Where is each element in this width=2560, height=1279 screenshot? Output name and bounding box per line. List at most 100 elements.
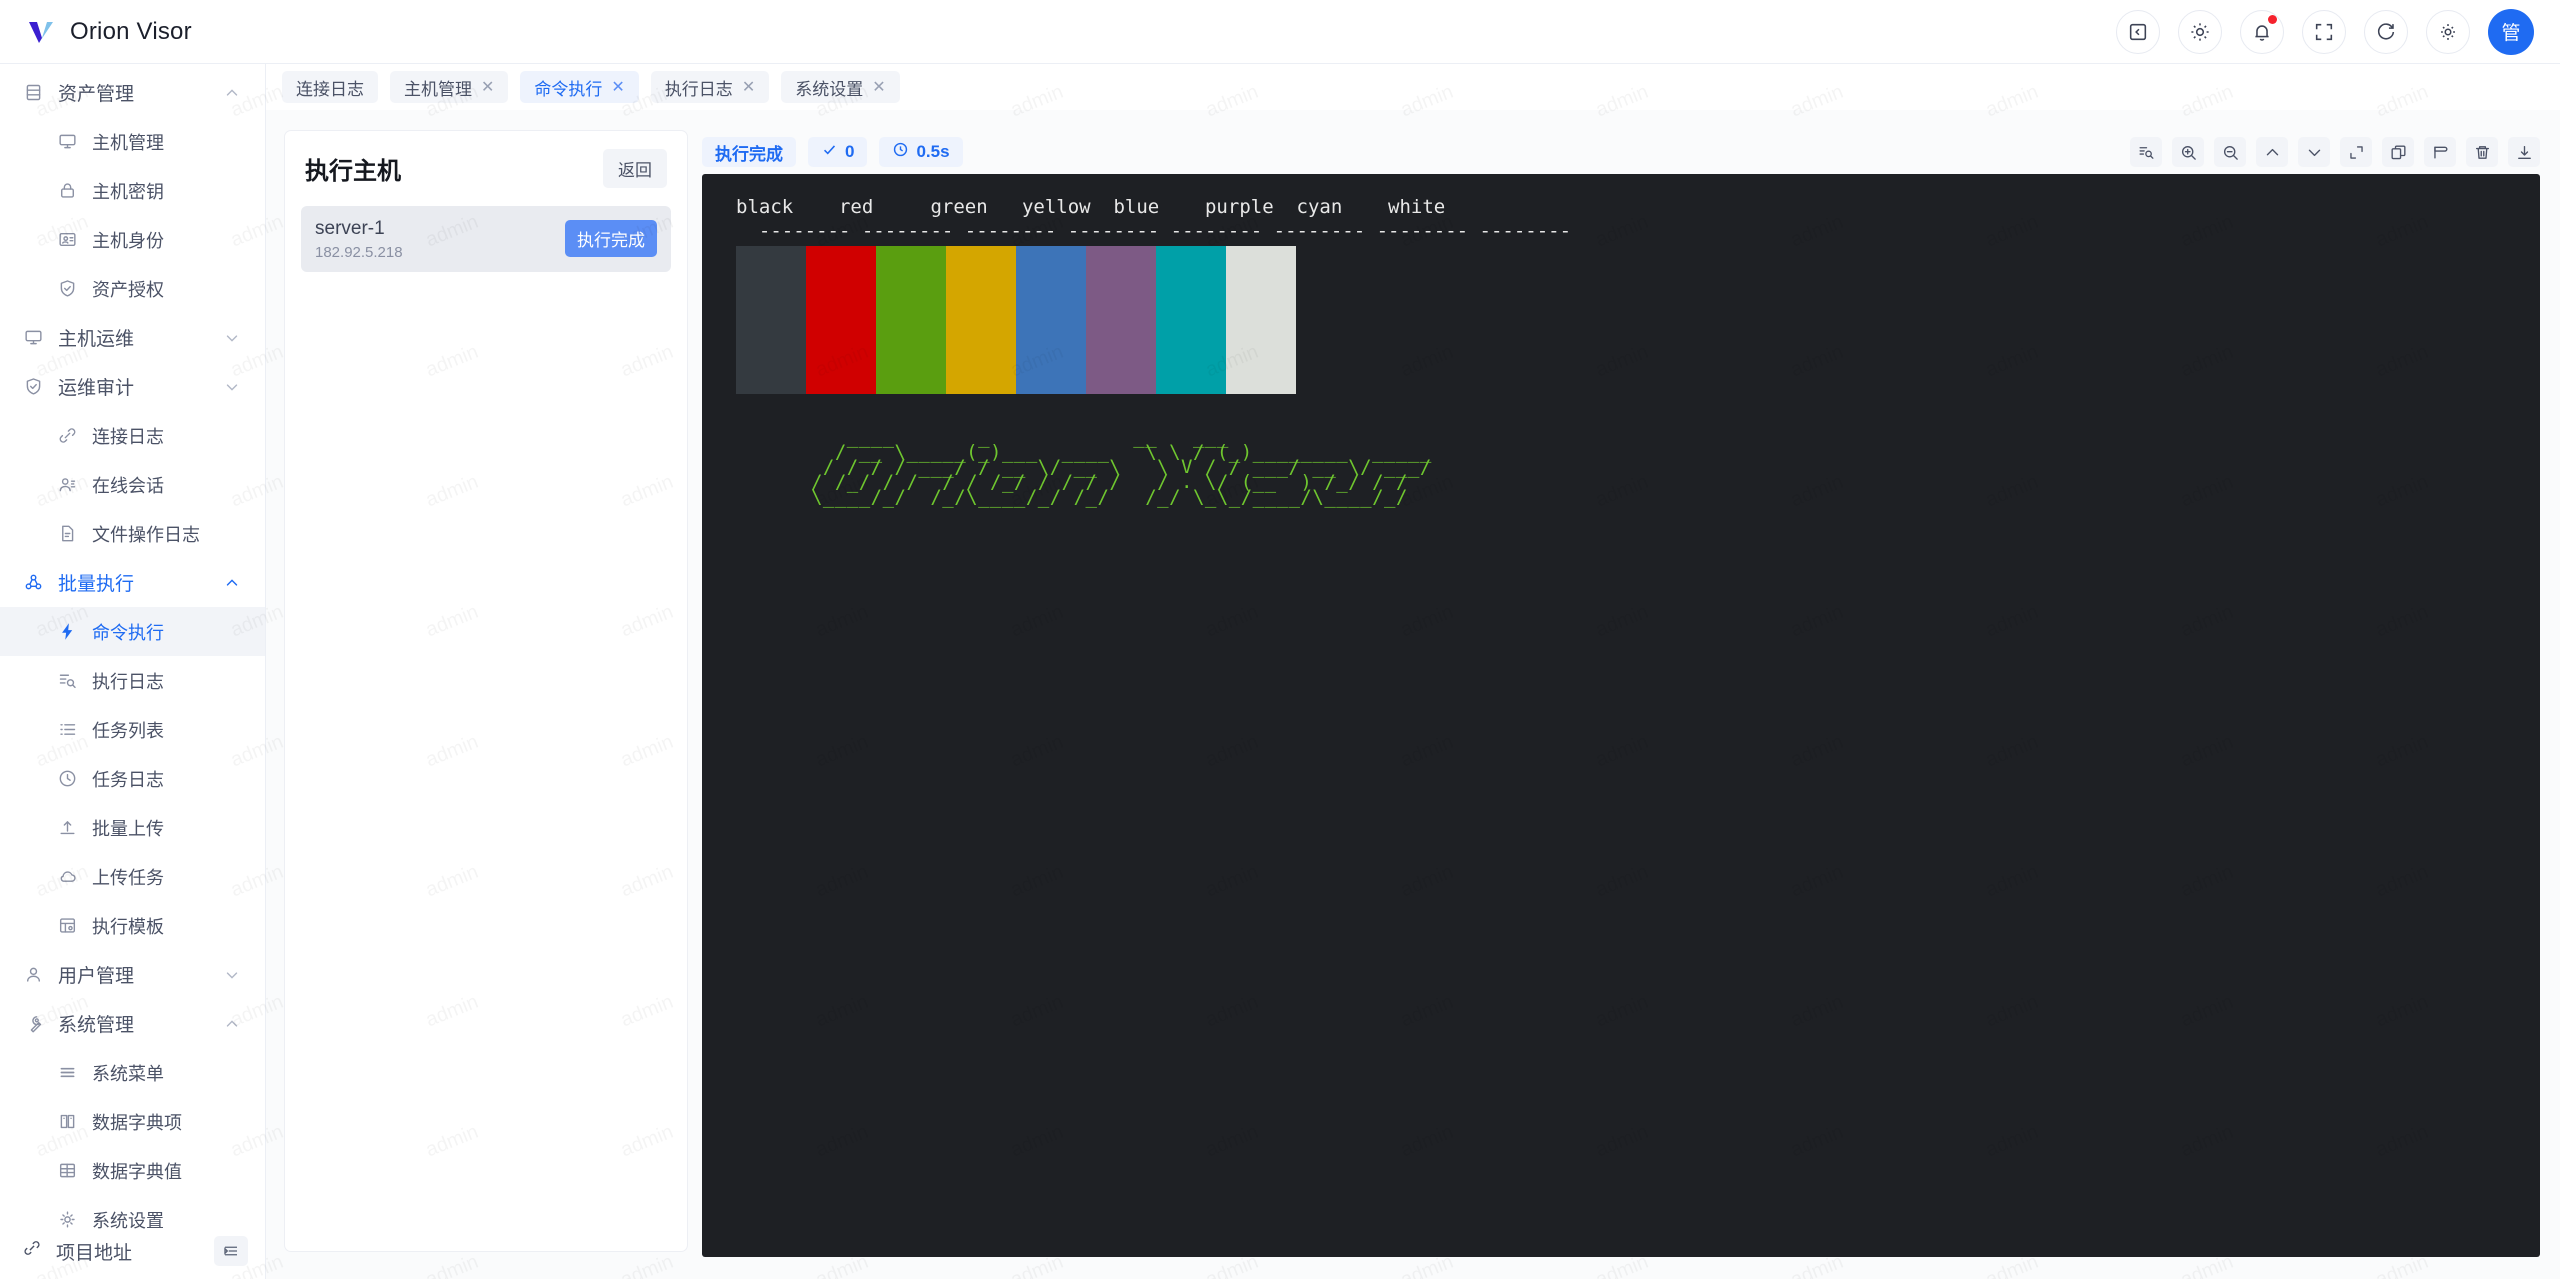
sidebar-item-label: 执行模板 xyxy=(92,916,164,937)
clear-icon[interactable] xyxy=(2424,137,2456,167)
collapse-icon[interactable] xyxy=(214,1236,248,1266)
clock-icon xyxy=(56,768,78,790)
monitor-icon xyxy=(22,327,44,349)
id-card-icon xyxy=(56,229,78,251)
wrench-icon xyxy=(22,1013,44,1035)
color-swatch-purple xyxy=(1086,246,1156,394)
back-button[interactable]: 返回 xyxy=(603,149,667,188)
chevron-down-icon[interactable] xyxy=(223,966,241,984)
sidebar-item-label: 主机密钥 xyxy=(92,181,164,202)
lock-icon xyxy=(56,180,78,202)
sidebar-footer: 项目地址 xyxy=(0,1223,265,1279)
zoom-out-icon[interactable] xyxy=(2214,137,2246,167)
sidebar-item-15[interactable]: 批量上传 xyxy=(0,803,265,852)
sidebar-item-label: 连接日志 xyxy=(92,426,164,447)
sidebar-item-5[interactable]: 主机运维 xyxy=(0,313,265,362)
sidebar-item-label: 运维审计 xyxy=(58,378,135,399)
execute-host-panel: 执行主机 返回 server-1 182.92.5.218 执行完成 xyxy=(284,130,688,1252)
sidebar-item-label: 批量上传 xyxy=(92,818,164,839)
exit-code-badge: 0 xyxy=(808,137,868,167)
log-search-icon[interactable] xyxy=(2130,137,2162,167)
brightness-icon[interactable] xyxy=(2178,9,2222,54)
close-icon[interactable]: ✕ xyxy=(872,79,886,96)
table-icon xyxy=(56,1160,78,1182)
sidebar-item-label: 主机管理 xyxy=(92,132,164,153)
close-icon[interactable]: ✕ xyxy=(741,79,756,96)
copy-icon[interactable] xyxy=(2382,137,2414,167)
sidebar-item-0[interactable]: 资产管理 xyxy=(0,68,265,117)
chevron-up-icon[interactable] xyxy=(223,84,241,102)
close-icon[interactable]: ✕ xyxy=(481,79,495,96)
sidebar-item-16[interactable]: 上传任务 xyxy=(0,852,265,901)
chevron-down-icon[interactable] xyxy=(223,329,241,347)
tab-4[interactable]: 系统设置 ✕ xyxy=(781,71,900,103)
sidebar-item-6[interactable]: 运维审计 xyxy=(0,362,265,411)
color-swatch-black xyxy=(736,246,806,394)
expand-icon[interactable] xyxy=(2340,137,2372,167)
tab-0[interactable]: 连接日志 xyxy=(282,71,378,103)
close-icon[interactable]: ✕ xyxy=(611,79,625,96)
color-dash-row: -------- -------- -------- -------- ----… xyxy=(736,220,1572,242)
list-icon xyxy=(56,719,78,741)
host-list-item[interactable]: server-1 182.92.5.218 执行完成 xyxy=(301,206,671,272)
fullscreen-icon[interactable] xyxy=(2302,9,2346,54)
sidebar-item-21[interactable]: 数据字典项 xyxy=(0,1097,265,1146)
sidebar-item-18[interactable]: 用户管理 xyxy=(0,950,265,999)
tab-2[interactable]: 命令执行 ✕ xyxy=(520,71,639,103)
sidebar-item-2[interactable]: 主机密钥 xyxy=(0,166,265,215)
menu-icon xyxy=(56,1062,78,1084)
sidebar-item-label: 系统管理 xyxy=(58,1015,135,1036)
sidebar-item-label: 主机运维 xyxy=(58,329,135,350)
chevron-down-icon[interactable] xyxy=(2298,137,2330,167)
chevron-down-icon[interactable] xyxy=(223,378,241,396)
sidebar-item-label: 任务列表 xyxy=(92,720,164,741)
sidebar-item-4[interactable]: 资产授权 xyxy=(0,264,265,313)
color-swatch-red xyxy=(806,246,876,394)
terminal-status-bar: 执行完成 0 0.5s xyxy=(702,130,2540,174)
shield-check-icon xyxy=(56,278,78,300)
sidebar-item-label: 系统菜单 xyxy=(92,1063,164,1084)
sidebar-item-9[interactable]: 文件操作日志 xyxy=(0,509,265,558)
avatar[interactable]: 管 xyxy=(2488,8,2534,55)
zoom-in-icon[interactable] xyxy=(2172,137,2204,167)
sidebar-item-10[interactable]: 批量执行 xyxy=(0,558,265,607)
sidebar-item-19[interactable]: 系统管理 xyxy=(0,999,265,1048)
sidebar-item-7[interactable]: 连接日志 xyxy=(0,411,265,460)
host-info: server-1 182.92.5.218 xyxy=(315,217,403,261)
download-icon[interactable] xyxy=(2508,137,2540,167)
chevron-up-icon[interactable] xyxy=(223,574,241,592)
sidebar-item-23[interactable]: 系统设置 xyxy=(0,1195,265,1244)
color-swatch-cyan xyxy=(1156,246,1226,394)
sidebar-item-22[interactable]: 数据字典值 xyxy=(0,1146,265,1195)
color-swatch-yellow xyxy=(946,246,1016,394)
server-icon xyxy=(22,82,44,104)
color-swatch-green xyxy=(876,246,946,394)
terminal-panel: 执行完成 0 0.5s black red gr xyxy=(702,130,2540,1257)
sidebar-footer-label: 项目地址 xyxy=(56,1242,133,1264)
chevron-up-icon[interactable] xyxy=(223,1015,241,1033)
gear-icon[interactable] xyxy=(2426,9,2470,54)
sidebar-item-label: 数据字典值 xyxy=(92,1161,182,1182)
bolt-icon xyxy=(56,621,78,643)
sidebar-item-20[interactable]: 系统菜单 xyxy=(0,1048,265,1097)
tab-3[interactable]: 执行日志 ✕ xyxy=(650,71,770,103)
sidebar-item-3[interactable]: 主机身份 xyxy=(0,215,265,264)
code-icon[interactable] xyxy=(2116,9,2160,54)
bell-icon[interactable] xyxy=(2240,9,2284,54)
clock-icon xyxy=(892,141,909,163)
sidebar-item-11[interactable]: 命令执行 xyxy=(0,607,265,656)
sidebar-item-14[interactable]: 任务日志 xyxy=(0,754,265,803)
sidebar-item-17[interactable]: 执行模板 xyxy=(0,901,265,950)
upload-icon xyxy=(56,817,78,839)
chevron-up-icon[interactable] xyxy=(2256,137,2288,167)
trash-icon[interactable] xyxy=(2466,137,2498,167)
terminal-output[interactable]: black red green yellow blue purple cyan … xyxy=(702,174,2540,1257)
sidebar-item-8[interactable]: 在线会话 xyxy=(0,460,265,509)
tab-1[interactable]: 主机管理 ✕ xyxy=(390,71,509,103)
cloud-icon xyxy=(56,866,78,888)
sidebar-item-13[interactable]: 任务列表 xyxy=(0,705,265,754)
refresh-icon[interactable] xyxy=(2364,9,2408,54)
sidebar-item-12[interactable]: 执行日志 xyxy=(0,656,265,705)
color-swatch-row xyxy=(736,246,1296,394)
sidebar-item-1[interactable]: 主机管理 xyxy=(0,117,265,166)
